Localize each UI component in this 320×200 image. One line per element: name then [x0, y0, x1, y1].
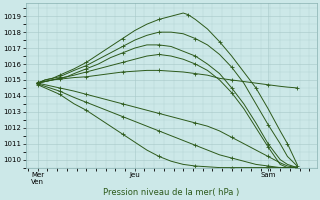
X-axis label: Pression niveau de la mer( hPa ): Pression niveau de la mer( hPa )	[103, 188, 239, 197]
